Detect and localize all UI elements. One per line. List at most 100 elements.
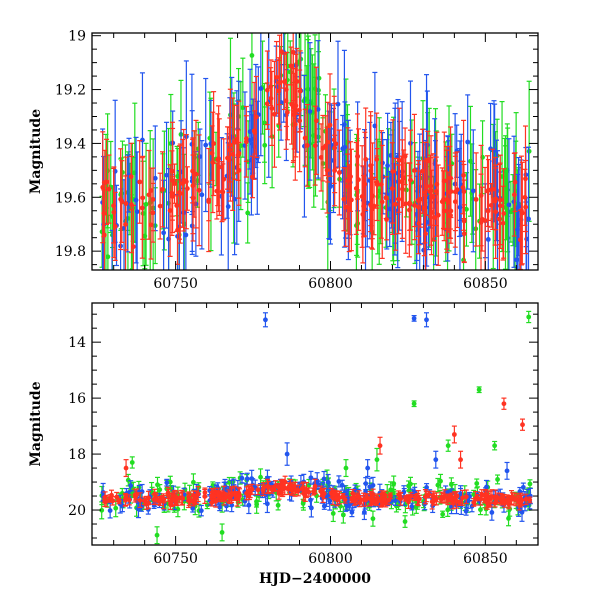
data-point: [416, 496, 422, 502]
data-point: [421, 205, 427, 211]
data-point: [153, 497, 159, 502]
data-point: [268, 96, 274, 101]
x-tick-label: 60800: [308, 276, 353, 292]
data-point: [458, 491, 464, 497]
data-point: [105, 254, 111, 260]
data-point: [426, 492, 432, 497]
data-point: [519, 208, 524, 213]
data-point: [483, 492, 488, 498]
data-point: [249, 476, 255, 482]
data-point: [501, 211, 507, 216]
data-point: [316, 75, 322, 81]
data-point: [291, 108, 297, 114]
data-point: [403, 201, 409, 207]
data-point: [445, 199, 451, 205]
data-point: [418, 196, 423, 202]
data-point: [441, 178, 447, 184]
data-point: [482, 218, 488, 223]
data-point: [224, 494, 229, 500]
data-point: [408, 481, 413, 487]
data-point: [484, 484, 489, 490]
data-point: [103, 498, 109, 504]
data-point: [325, 139, 331, 145]
x-tick-label: 60800: [308, 551, 353, 567]
data-point: [330, 511, 336, 516]
data-point: [438, 496, 444, 502]
data-point: [522, 194, 528, 200]
data-point: [272, 111, 277, 117]
data-point: [523, 204, 529, 210]
data-point: [463, 494, 469, 500]
data-point: [372, 123, 378, 129]
data-point: [351, 494, 357, 500]
data-point: [327, 122, 333, 128]
data-point: [422, 190, 428, 195]
data-point: [396, 157, 402, 163]
data-point: [216, 493, 222, 499]
data-point: [210, 483, 216, 489]
data-point: [275, 502, 281, 508]
data-point: [342, 497, 348, 503]
data-point: [148, 222, 154, 228]
data-point: [526, 314, 532, 320]
data-point: [461, 189, 467, 194]
data-point: [387, 206, 393, 212]
data-point: [400, 186, 405, 192]
data-point: [374, 156, 380, 162]
data-point: [128, 174, 134, 180]
data-point: [363, 156, 369, 162]
data-point: [492, 198, 498, 204]
data-point: [381, 497, 387, 502]
data-point: [311, 489, 316, 494]
data-point: [370, 482, 376, 488]
data-point: [503, 205, 508, 210]
data-point: [527, 481, 533, 487]
data-point: [157, 487, 163, 493]
data-point: [302, 135, 308, 141]
data-point: [229, 491, 235, 496]
data-point: [123, 465, 129, 471]
data-point: [396, 196, 402, 202]
data-point: [438, 478, 443, 484]
data-point: [448, 208, 454, 214]
data-point: [331, 491, 337, 497]
data-point: [226, 157, 232, 163]
data-point: [243, 136, 249, 141]
data-point: [286, 484, 292, 490]
data-point: [307, 108, 313, 114]
data-point: [325, 479, 331, 485]
data-point: [246, 488, 251, 494]
data-point: [184, 186, 190, 191]
data-point: [324, 167, 330, 173]
data-point: [524, 236, 530, 242]
data-point: [161, 230, 167, 236]
data-point: [134, 209, 140, 215]
data-point: [355, 493, 360, 499]
data-point: [527, 497, 533, 503]
y-tick-label: 19.4: [55, 136, 86, 152]
data-point: [168, 501, 173, 507]
data-point: [174, 495, 180, 501]
data-point: [123, 221, 128, 227]
data-point: [140, 195, 146, 201]
data-point: [282, 33, 287, 35]
data-point: [164, 480, 170, 486]
data-point: [374, 495, 380, 501]
data-point: [471, 492, 477, 497]
data-point: [198, 508, 204, 514]
data-point: [397, 493, 403, 499]
data-point: [190, 505, 196, 511]
data-point: [245, 210, 251, 216]
data-point: [355, 154, 360, 159]
data-point: [508, 209, 514, 215]
data-point: [368, 168, 374, 174]
x-tick-label: 60850: [463, 276, 508, 292]
data-point: [175, 506, 181, 512]
data-point: [258, 86, 264, 91]
data-point: [263, 317, 268, 323]
data-point: [409, 504, 415, 509]
y-tick-label: 19.2: [55, 83, 86, 99]
data-point: [214, 188, 220, 194]
data-point: [308, 505, 314, 511]
data-point: [274, 74, 279, 80]
